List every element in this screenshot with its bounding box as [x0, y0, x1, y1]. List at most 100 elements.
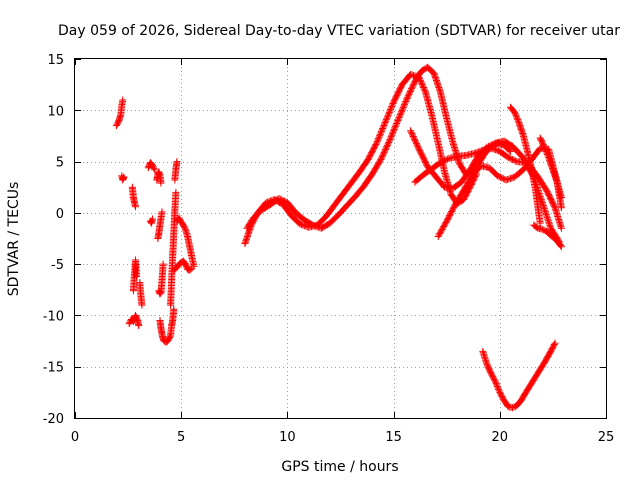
- data-point-marker: [540, 143, 548, 151]
- data-point-marker: [411, 137, 419, 145]
- data-point-marker: [550, 340, 558, 348]
- series-arc-2: [118, 172, 128, 184]
- series-arc-22: [506, 103, 544, 227]
- data-point-marker: [132, 203, 140, 211]
- x-axis-label: GPS time / hours: [281, 459, 398, 475]
- data-point-marker: [512, 113, 520, 121]
- data-point-marker: [414, 142, 422, 150]
- data-point-marker: [514, 116, 522, 124]
- y-tick-labels: -20 -15 -10 -5 0 5 10 15: [43, 53, 64, 427]
- data-point-marker: [386, 136, 394, 144]
- data-point-marker: [410, 134, 418, 142]
- data-point-marker: [388, 130, 396, 138]
- data-point-marker: [376, 132, 384, 140]
- y-tick-label: -15: [43, 361, 64, 376]
- data-point-marker: [407, 86, 415, 94]
- data-point-marker: [383, 114, 391, 122]
- data-point-marker: [543, 151, 551, 159]
- data-point-marker: [376, 130, 384, 138]
- data-point-marker: [385, 137, 393, 145]
- plot-frame: [74, 58, 607, 419]
- data-point-marker: [405, 90, 413, 98]
- data-point-marker: [383, 141, 391, 149]
- data-point-marker: [493, 382, 501, 390]
- data-point-marker: [492, 380, 500, 388]
- y-tick-label: 5: [56, 156, 64, 171]
- data-point-marker: [399, 105, 407, 113]
- data-point-marker: [402, 97, 410, 105]
- data-point-marker: [551, 339, 559, 347]
- data-points: [112, 63, 565, 412]
- series-arc-25: [479, 339, 559, 412]
- series-arc-24: [530, 221, 565, 251]
- data-point-marker: [388, 131, 396, 139]
- series-arc-4: [125, 311, 143, 330]
- data-point-marker: [149, 215, 157, 223]
- data-point-marker: [420, 84, 428, 92]
- data-point-marker: [542, 148, 550, 156]
- series-arc-11: [155, 260, 167, 298]
- data-point-marker: [375, 133, 383, 141]
- x-tick-label: 10: [279, 430, 296, 445]
- data-point-marker: [409, 131, 417, 139]
- data-point-marker: [396, 112, 404, 120]
- data-point-marker: [389, 128, 397, 136]
- data-point-marker: [170, 305, 178, 313]
- data-point-marker: [387, 134, 395, 142]
- data-point-marker: [395, 114, 403, 122]
- series-arc-8: [146, 215, 157, 227]
- data-point-marker: [401, 99, 409, 107]
- data-point-marker: [379, 150, 387, 158]
- data-point-marker: [406, 88, 414, 96]
- data-point-marker: [396, 111, 404, 119]
- series-arc-5: [129, 256, 141, 295]
- series-arc-6: [136, 279, 146, 309]
- data-point-marker: [150, 164, 158, 172]
- x-tick-label: 20: [492, 430, 509, 445]
- data-point-marker: [384, 113, 392, 121]
- data-point-marker: [557, 224, 565, 232]
- data-point-marker: [408, 83, 416, 91]
- data-point-marker: [387, 133, 395, 141]
- data-point-marker: [542, 146, 550, 154]
- data-point-marker: [386, 107, 394, 115]
- y-tick-label: -5: [51, 258, 64, 273]
- data-point-marker: [384, 140, 392, 148]
- data-point-marker: [382, 144, 390, 152]
- series-arc-7: [144, 159, 159, 174]
- y-tick-label: 10: [47, 104, 64, 119]
- data-point-marker: [511, 110, 519, 118]
- series-arc-3: [128, 183, 140, 211]
- series-arc-14: [171, 158, 181, 184]
- data-point-marker: [419, 82, 427, 90]
- data-point-marker: [381, 146, 389, 154]
- data-point-marker: [411, 135, 419, 143]
- data-point-marker: [542, 209, 550, 217]
- series-arc-9: [153, 168, 165, 187]
- data-point-marker: [407, 128, 415, 136]
- data-point-marker: [393, 119, 401, 127]
- series-arc-12: [156, 305, 178, 346]
- data-point-marker: [492, 378, 500, 386]
- x-tick-label: 15: [385, 430, 402, 445]
- data-point-marker: [494, 384, 502, 392]
- data-point-marker: [187, 265, 195, 273]
- data-point-marker: [384, 111, 392, 119]
- data-point-marker: [407, 127, 415, 135]
- data-point-marker: [418, 81, 426, 89]
- data-point-marker: [172, 188, 180, 196]
- data-point-marker: [133, 272, 141, 280]
- data-point-marker: [385, 110, 393, 118]
- x-tick-label: 5: [177, 430, 185, 445]
- y-axis-label: SDTVAR / TECUs: [6, 182, 22, 297]
- data-point-marker: [378, 153, 386, 161]
- data-point-marker: [383, 143, 391, 151]
- data-point-marker: [380, 122, 388, 130]
- data-point-marker: [493, 381, 501, 389]
- series-arc-23: [536, 134, 565, 201]
- data-point-marker: [398, 106, 406, 114]
- data-point-marker: [388, 101, 396, 109]
- data-point-marker: [390, 127, 398, 135]
- data-point-marker: [385, 108, 393, 116]
